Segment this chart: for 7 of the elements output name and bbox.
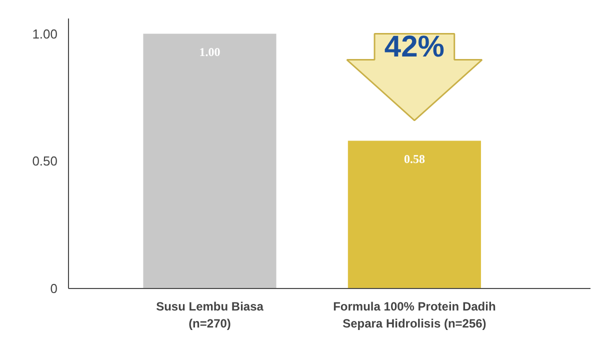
x-tick-label: Formula 100% Protein Dadih Separa Hidrolisis (n=256) — [333, 300, 496, 330]
annotation: 42% — [384, 30, 444, 64]
x-tick-label: Susu Lembu Biasa (n=270) — [156, 300, 264, 330]
y-tick-label: 0.50 — [32, 154, 58, 169]
y-tick-label: 0 — [50, 281, 58, 296]
y-tick-label: 1.00 — [32, 26, 58, 42]
data-label: 0.58 — [404, 152, 425, 166]
